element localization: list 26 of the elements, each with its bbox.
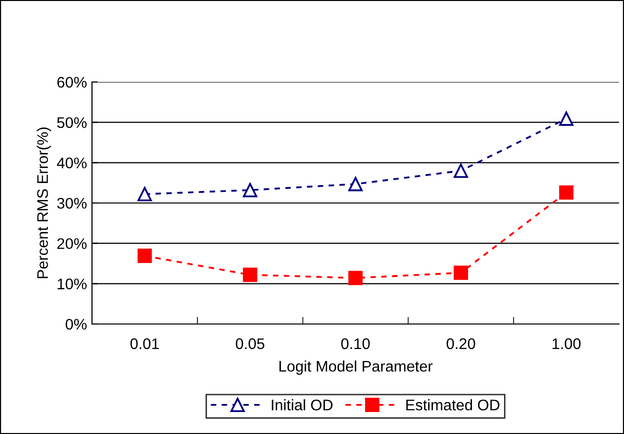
point <box>138 248 152 263</box>
point <box>242 182 258 198</box>
y-tick-label: 30% <box>57 198 87 209</box>
point <box>348 270 363 286</box>
point <box>242 268 258 282</box>
y-tick-label: 10% <box>58 278 87 290</box>
x-tick-label: 0.05 <box>236 338 264 350</box>
x-tick-label: 0.20 <box>446 338 476 350</box>
point <box>559 185 574 200</box>
y-tick-label: 40% <box>56 158 87 168</box>
x-tick-label: 0.10 <box>341 338 370 350</box>
y-tick-label: 0% <box>66 318 87 330</box>
y-tick-label: 50% <box>57 117 87 128</box>
point <box>454 266 468 280</box>
y-axis-title: Percent RMS Error(%) <box>36 128 51 278</box>
x-tick-label: 1.00 <box>552 338 581 350</box>
x-axis-title: Logit Model Parameter <box>279 360 433 375</box>
y-tick-label: 60% <box>57 76 87 88</box>
point <box>454 164 468 178</box>
x-tick-label: 0.01 <box>130 338 159 350</box>
legend-label: Estimated OD <box>406 399 500 410</box>
legend-label: Initial OD <box>272 399 333 410</box>
y-tick-label: 20% <box>57 238 87 250</box>
point <box>138 186 152 202</box>
point <box>348 176 363 192</box>
point <box>559 112 574 126</box>
